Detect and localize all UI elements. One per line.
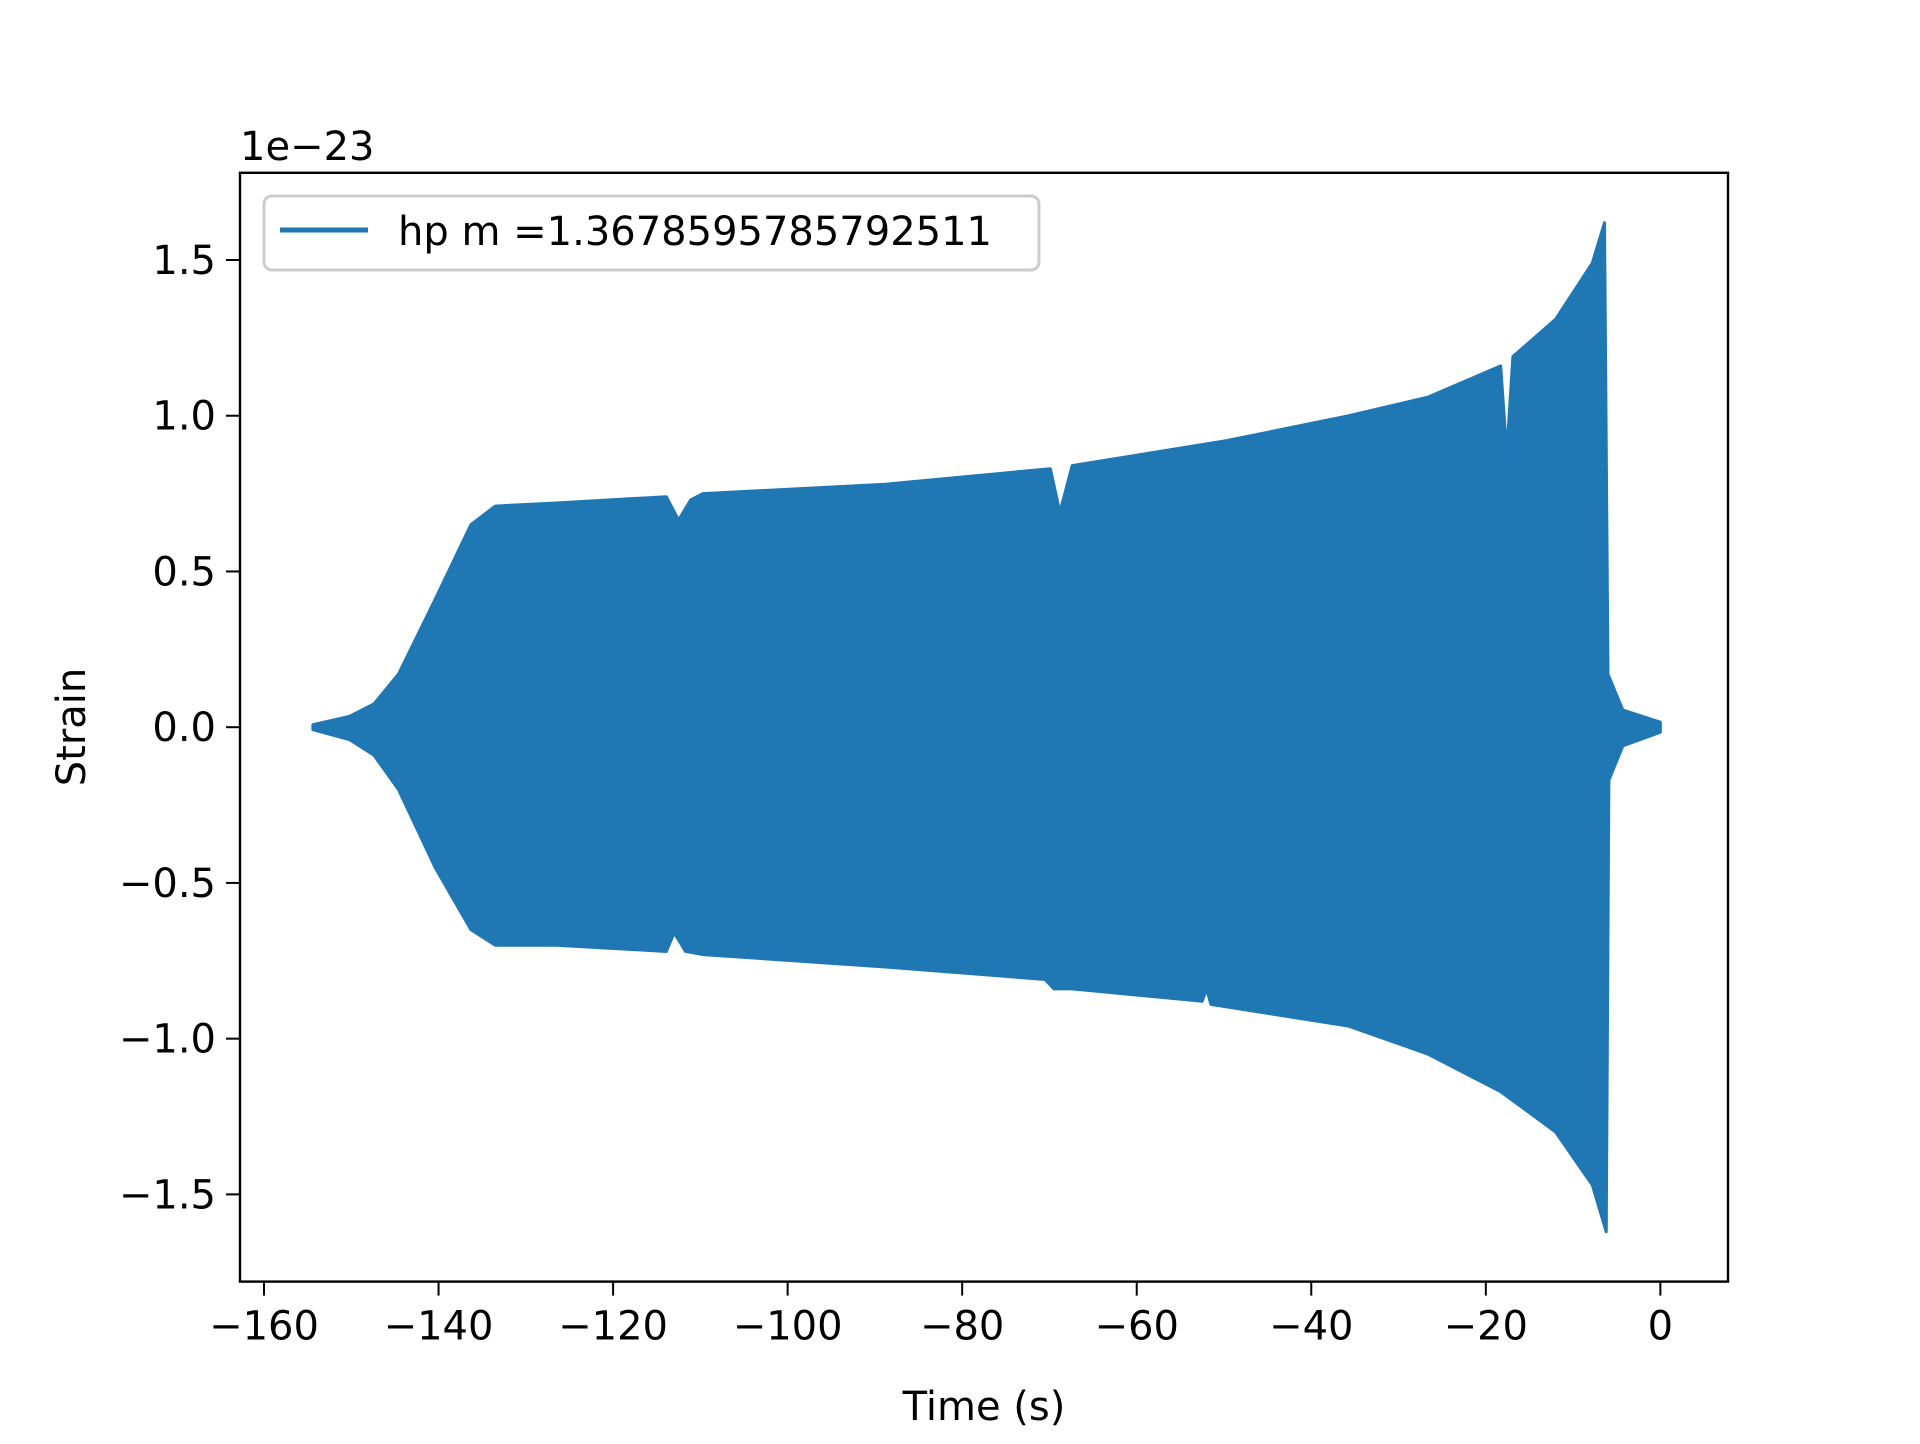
x-tick-label: 0 [1648, 1304, 1673, 1350]
y-tick-label: −1.0 [119, 1017, 216, 1063]
plot-area [311, 221, 1662, 1234]
series-hp-waveform [311, 221, 1662, 1234]
x-tick-label: −20 [1444, 1304, 1528, 1350]
y-offset-label: 1e−23 [240, 124, 374, 170]
y-tick-label: 0.0 [152, 705, 216, 751]
y-tick-label: 0.5 [152, 549, 216, 595]
legend-box [262, 194, 1041, 272]
x-tick-label: −80 [920, 1304, 1004, 1350]
legend-label: hp m =1.3678595785792511 [398, 209, 992, 255]
x-axis-label: Time (s) [902, 1384, 1066, 1430]
y-tick-label: 1.5 [152, 238, 216, 284]
x-tick-label: −60 [1095, 1304, 1179, 1350]
y-tick-label: −1.5 [119, 1172, 216, 1218]
x-tick-label: −100 [733, 1304, 843, 1350]
x-tick-label: −40 [1269, 1304, 1353, 1350]
y-tick-label: 1.0 [152, 394, 216, 440]
x-tick-label: −140 [384, 1304, 494, 1350]
y-axis-label: Strain [49, 668, 95, 787]
x-tick-label: −160 [209, 1304, 319, 1350]
x-axis: −160 −140 −120 −100 −80 −60 −40 −20 0 [209, 1281, 1673, 1350]
y-tick-label: −0.5 [119, 861, 216, 907]
y-axis: −1.5 −1.0 −0.5 0.0 0.5 1.0 1.5 [119, 238, 240, 1218]
x-tick-label: −120 [558, 1304, 668, 1350]
legend: hp m =1.3678595785792511 [262, 194, 1041, 272]
